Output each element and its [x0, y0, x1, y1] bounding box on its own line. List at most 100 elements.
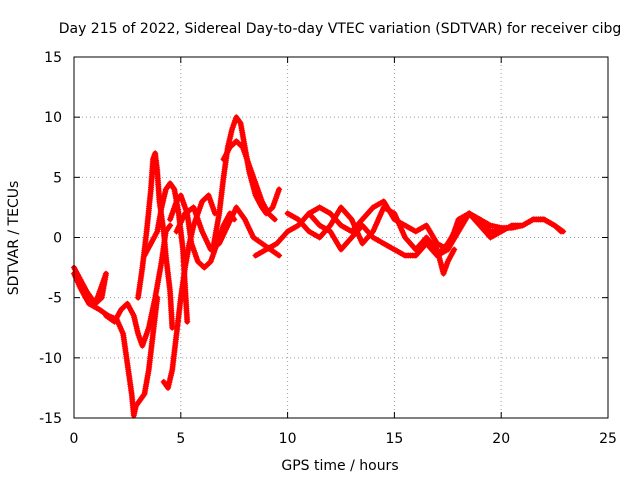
- data-point: [452, 247, 457, 252]
- data-point: [129, 391, 134, 396]
- axis-ticks: 0 5 10 15 20 25 -15 -10 -5 0 5 10 15: [39, 50, 617, 447]
- data-point: [306, 229, 311, 234]
- data-point: [238, 121, 243, 126]
- data-point: [163, 187, 168, 192]
- data-point: [163, 253, 168, 258]
- data-point: [183, 211, 188, 216]
- data-point: [180, 247, 185, 252]
- data-point: [392, 247, 397, 252]
- y-axis-label: SDTVAR / TECUs: [6, 181, 22, 296]
- data-point: [285, 229, 290, 234]
- data-point: [217, 211, 222, 216]
- data-point: [242, 217, 247, 222]
- data-point: [285, 211, 290, 216]
- data-point: [118, 307, 123, 312]
- data-point: [174, 331, 179, 336]
- data-point: [151, 157, 156, 162]
- data-point: [174, 229, 179, 234]
- data-point: [403, 223, 408, 228]
- y-tick-label: 5: [53, 170, 62, 186]
- data-point: [234, 205, 239, 210]
- data-point: [349, 217, 354, 222]
- data-point: [360, 223, 365, 228]
- data-point: [253, 253, 258, 258]
- data-point: [84, 289, 89, 294]
- data-point: [195, 259, 200, 264]
- data-point: [142, 391, 147, 396]
- data-point: [104, 313, 109, 318]
- data-point: [178, 295, 183, 300]
- data-point: [413, 247, 418, 252]
- data-point: [339, 223, 343, 228]
- data-point: [413, 229, 418, 234]
- data-point: [155, 229, 160, 234]
- data-point: [360, 217, 365, 222]
- data-point: [561, 229, 566, 234]
- data-point: [339, 247, 343, 252]
- data-point: [183, 265, 188, 270]
- data-point: [360, 241, 365, 246]
- data-point: [225, 223, 230, 228]
- data-point: [264, 247, 269, 252]
- data-point: [155, 169, 160, 174]
- data-point: [230, 127, 235, 132]
- data-point: [148, 241, 153, 246]
- data-point: [131, 413, 136, 418]
- data-point: [227, 145, 232, 150]
- data-point: [445, 259, 450, 264]
- y-tick-label: -10: [39, 351, 62, 367]
- data-point: [148, 187, 153, 192]
- data-point: [247, 163, 252, 168]
- data-point: [381, 199, 386, 204]
- data-point: [477, 223, 482, 228]
- data-point: [208, 247, 213, 252]
- series-track-6: [160, 192, 218, 391]
- data-point: [274, 241, 279, 246]
- data-point: [371, 235, 376, 240]
- data-point: [136, 331, 141, 336]
- data-point: [97, 307, 102, 312]
- data-point: [306, 211, 311, 216]
- data-point: [424, 235, 429, 240]
- data-point: [520, 223, 525, 228]
- data-point: [159, 259, 164, 264]
- series-track-4: [135, 150, 176, 331]
- x-tick-label: 0: [70, 431, 79, 447]
- data-point: [270, 205, 275, 210]
- data-point: [392, 217, 397, 222]
- data-point: [104, 271, 109, 276]
- data-point: [234, 139, 239, 144]
- data-point: [202, 265, 207, 270]
- data-point: [200, 199, 205, 204]
- data-point: [413, 253, 418, 258]
- data-point: [435, 241, 440, 246]
- data-point: [381, 241, 386, 246]
- x-tick-label: 25: [599, 431, 617, 447]
- data-point: [435, 253, 440, 258]
- data-point: [296, 217, 301, 222]
- data-point: [178, 193, 183, 198]
- data-point: [78, 286, 83, 291]
- y-tick-label: 10: [44, 110, 62, 126]
- plus-markers: [71, 270, 161, 419]
- data-point: [349, 229, 354, 234]
- data-point: [206, 193, 211, 198]
- data-point: [165, 385, 170, 390]
- data-point: [159, 205, 164, 210]
- series-track-3: [103, 222, 174, 349]
- data-point: [339, 205, 343, 210]
- y-tick-label: 15: [44, 50, 62, 66]
- data-point: [221, 223, 226, 228]
- data-point: [140, 343, 145, 348]
- data-point: [435, 247, 440, 252]
- data-point: [272, 217, 277, 222]
- data-point: [142, 253, 147, 258]
- data-point: [488, 229, 493, 234]
- data-point: [212, 211, 217, 216]
- data-point: [277, 187, 282, 192]
- data-point: [121, 331, 126, 336]
- data-point: [349, 235, 354, 240]
- data-point: [168, 289, 173, 294]
- data-point: [170, 367, 175, 372]
- data-point: [328, 211, 333, 216]
